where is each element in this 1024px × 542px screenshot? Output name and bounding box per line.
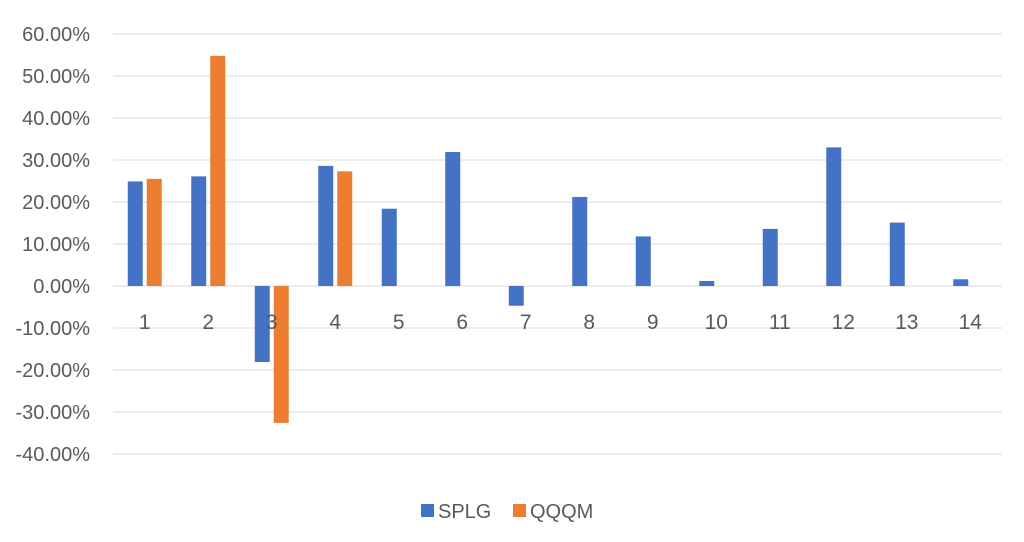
x-category-label: 4: [329, 311, 341, 334]
bar-qqqm: [210, 55, 226, 287]
x-category-label: 6: [456, 311, 468, 334]
x-category-label: 8: [583, 311, 595, 334]
x-category-label: 1: [139, 311, 151, 334]
x-category-label: 5: [393, 311, 405, 334]
x-category-label: 2: [202, 311, 214, 334]
bar-splg: [953, 279, 969, 286]
legend-label-qqqm: QQQM: [530, 501, 593, 523]
bar-splg: [127, 181, 143, 286]
y-tick-label: -20.00%: [16, 360, 91, 382]
x-category-label: 10: [705, 311, 728, 334]
y-tick-label: 0.00%: [33, 276, 90, 298]
bar-splg: [191, 176, 207, 286]
x-category-label: 9: [647, 311, 659, 334]
bar-splg: [699, 280, 715, 286]
y-tick-label: -10.00%: [16, 318, 91, 340]
bar-splg: [889, 222, 905, 286]
bar-splg: [254, 286, 270, 363]
bar-qqqm: [273, 286, 289, 423]
bar-splg: [508, 286, 524, 306]
x-axis-category-labels: 1 2 3 4 5 6 7 8 9 10 11 12 13 14: [139, 311, 982, 334]
y-tick-label: 10.00%: [22, 234, 90, 256]
gridlines: [113, 33, 1002, 455]
bars: [127, 55, 969, 423]
bar-qqqm: [337, 171, 353, 286]
x-category-label: 12: [832, 311, 855, 334]
bar-splg: [635, 236, 651, 286]
x-category-label: 3: [266, 311, 278, 334]
y-tick-label: 20.00%: [22, 192, 90, 214]
bar-splg: [445, 152, 461, 286]
legend-swatch-splg: [421, 504, 434, 517]
bar-splg: [572, 196, 588, 286]
legend: SPLG QQQM: [421, 501, 593, 523]
y-tick-label: 40.00%: [22, 108, 90, 130]
bar-splg: [381, 208, 397, 286]
y-tick-label: 30.00%: [22, 150, 90, 172]
y-tick-label: 60.00%: [22, 24, 90, 46]
x-category-label: 14: [959, 311, 983, 334]
bar-qqqm: [146, 178, 162, 286]
bar-splg: [762, 228, 778, 286]
y-axis-tick-labels: 60.00% 50.00% 40.00% 30.00% 20.00% 10.00% 0.00…: [16, 24, 91, 466]
legend-label-splg: SPLG: [438, 501, 491, 523]
x-category-label: 7: [520, 311, 532, 334]
x-category-label: 11: [769, 311, 791, 334]
y-tick-label: -30.00%: [16, 402, 91, 424]
y-tick-label: -40.00%: [16, 444, 91, 466]
bar-splg: [318, 165, 334, 286]
y-tick-label: 50.00%: [22, 66, 90, 88]
legend-swatch-qqqm: [513, 504, 526, 517]
bar-splg: [826, 147, 842, 286]
x-category-label: 13: [895, 311, 918, 334]
